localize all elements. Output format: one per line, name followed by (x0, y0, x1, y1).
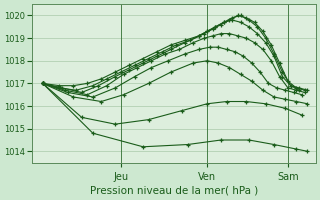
X-axis label: Pression niveau de la mer( hPa ): Pression niveau de la mer( hPa ) (90, 186, 258, 196)
